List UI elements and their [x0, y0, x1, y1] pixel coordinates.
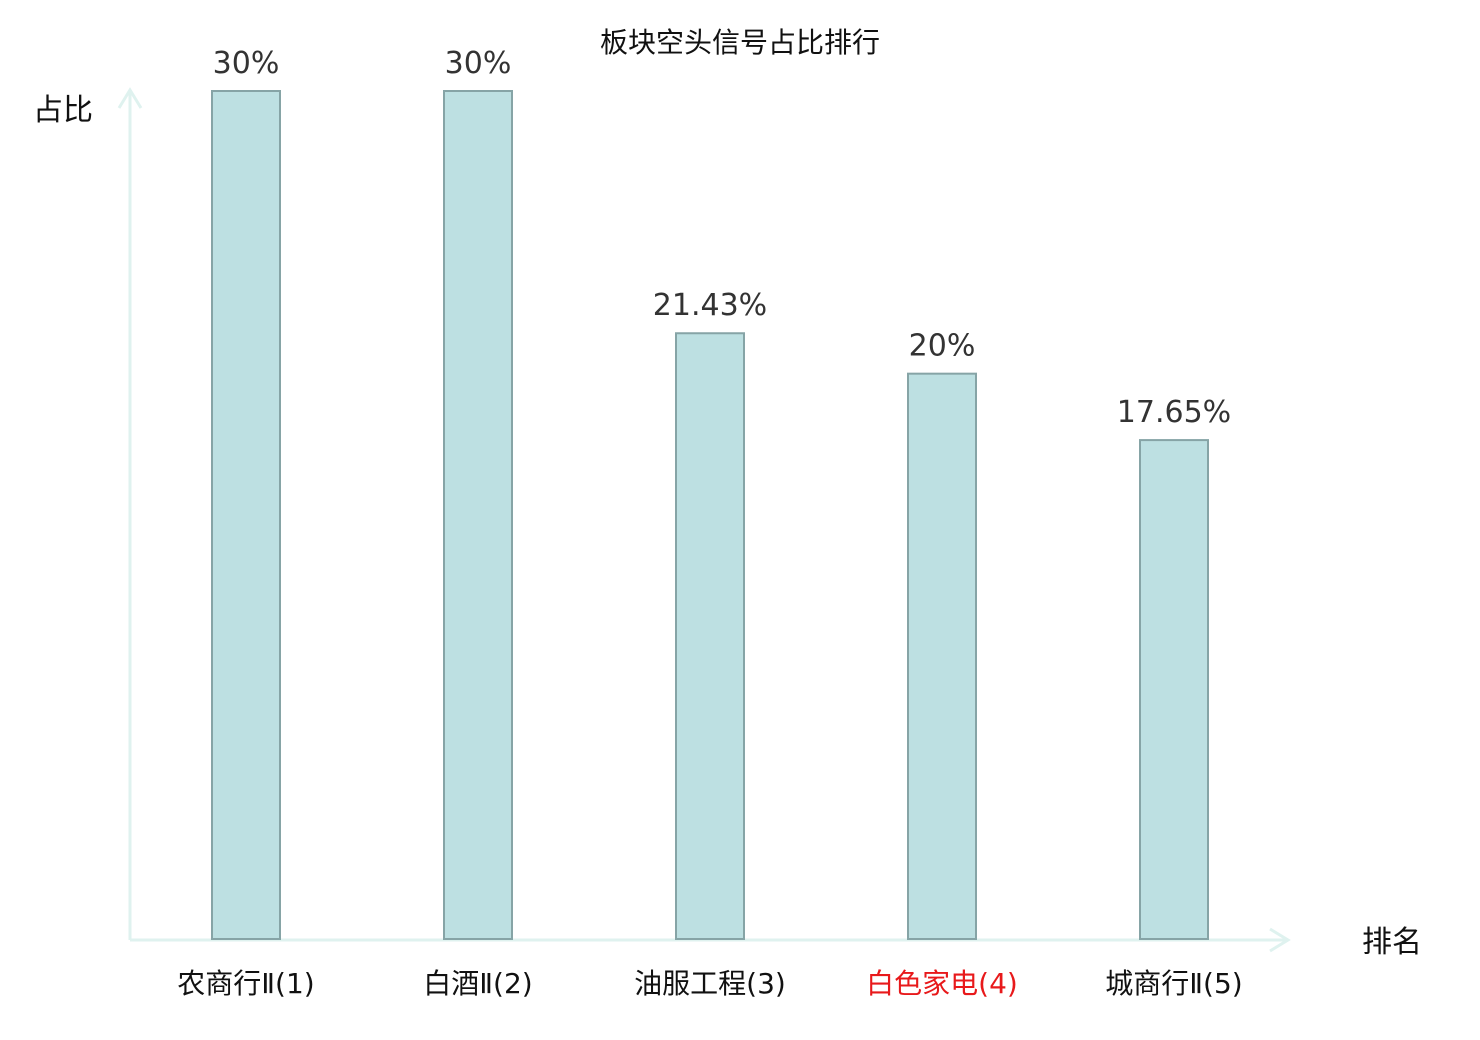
bar: [907, 372, 977, 940]
bars-group: [211, 90, 1209, 940]
y-axis-arrow-icon: [117, 87, 143, 109]
category-labels-group: 农商行Ⅱ(1) 白酒Ⅱ(2) 油服工程(3) 白色家电(4) 城商行Ⅱ(5): [177, 967, 1242, 1000]
bar-value-label: 21.43%: [653, 288, 767, 323]
category-label: 白酒Ⅱ(2): [423, 967, 532, 1000]
x-axis-arrow-icon: [1269, 927, 1291, 953]
bar: [443, 90, 513, 940]
bar-value-label: 20%: [909, 329, 976, 364]
bar-value-label: 30%: [445, 46, 512, 81]
category-label: 农商行Ⅱ(1): [177, 967, 314, 1000]
chart-title: 板块空头信号占比排行: [600, 26, 880, 59]
category-label: 油服工程(3): [634, 967, 786, 1000]
bar: [1139, 439, 1209, 940]
x-axis-label: 排名: [1362, 925, 1422, 960]
bar: [675, 332, 745, 940]
bar-value-label: 17.65%: [1117, 395, 1231, 430]
bar: [211, 90, 281, 940]
y-axis-label: 占比: [33, 93, 93, 128]
category-label: 白色家电(4): [866, 967, 1018, 1000]
bar-value-label: 30%: [213, 46, 280, 81]
category-label: 城商行Ⅱ(5): [1105, 967, 1242, 1000]
value-labels-group: 30% 30% 21.43% 20% 17.65%: [213, 46, 1232, 430]
